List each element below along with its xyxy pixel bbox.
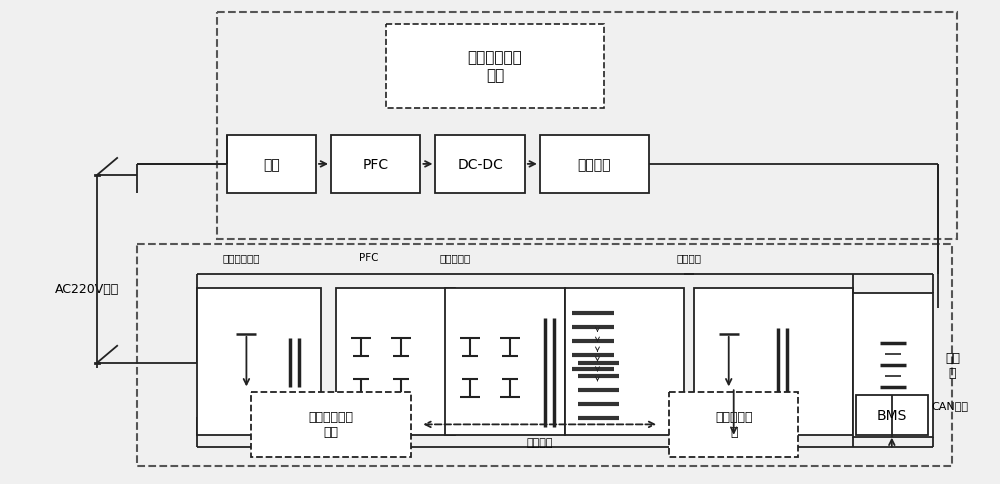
FancyBboxPatch shape (853, 294, 933, 437)
FancyBboxPatch shape (227, 136, 316, 193)
FancyBboxPatch shape (331, 136, 420, 193)
FancyBboxPatch shape (445, 289, 565, 435)
FancyBboxPatch shape (197, 289, 321, 435)
FancyBboxPatch shape (540, 136, 649, 193)
Text: 单相桥式整流: 单相桥式整流 (223, 252, 260, 262)
FancyBboxPatch shape (565, 289, 684, 435)
FancyBboxPatch shape (251, 393, 411, 456)
Text: 高频整流: 高频整流 (676, 252, 701, 262)
Text: 无线充电桩控
制器: 无线充电桩控 制器 (308, 410, 353, 439)
Text: 无线通信: 无线通信 (527, 437, 553, 447)
Text: DC-DC: DC-DC (457, 158, 503, 171)
Text: PFC: PFC (363, 158, 389, 171)
FancyBboxPatch shape (386, 25, 604, 108)
FancyBboxPatch shape (669, 393, 798, 456)
FancyBboxPatch shape (856, 395, 928, 435)
Text: 高频逃变器: 高频逃变器 (440, 252, 471, 262)
Text: 直流滤波: 直流滤波 (578, 158, 611, 171)
Text: 车载充电机控
制器: 车载充电机控 制器 (468, 50, 522, 83)
Text: BMS: BMS (877, 408, 907, 422)
Text: 蓄电
池: 蓄电 池 (945, 351, 960, 379)
Text: AC220V输入: AC220V输入 (54, 282, 119, 295)
Text: CAN通信: CAN通信 (931, 400, 968, 410)
Text: 车载端控制
器: 车载端控制 器 (715, 410, 752, 439)
Text: 整流: 整流 (263, 158, 280, 171)
Bar (217, 13, 957, 240)
Bar (137, 244, 952, 467)
FancyBboxPatch shape (435, 136, 525, 193)
Text: PFC: PFC (359, 252, 378, 262)
FancyBboxPatch shape (336, 289, 455, 435)
FancyBboxPatch shape (694, 289, 853, 435)
